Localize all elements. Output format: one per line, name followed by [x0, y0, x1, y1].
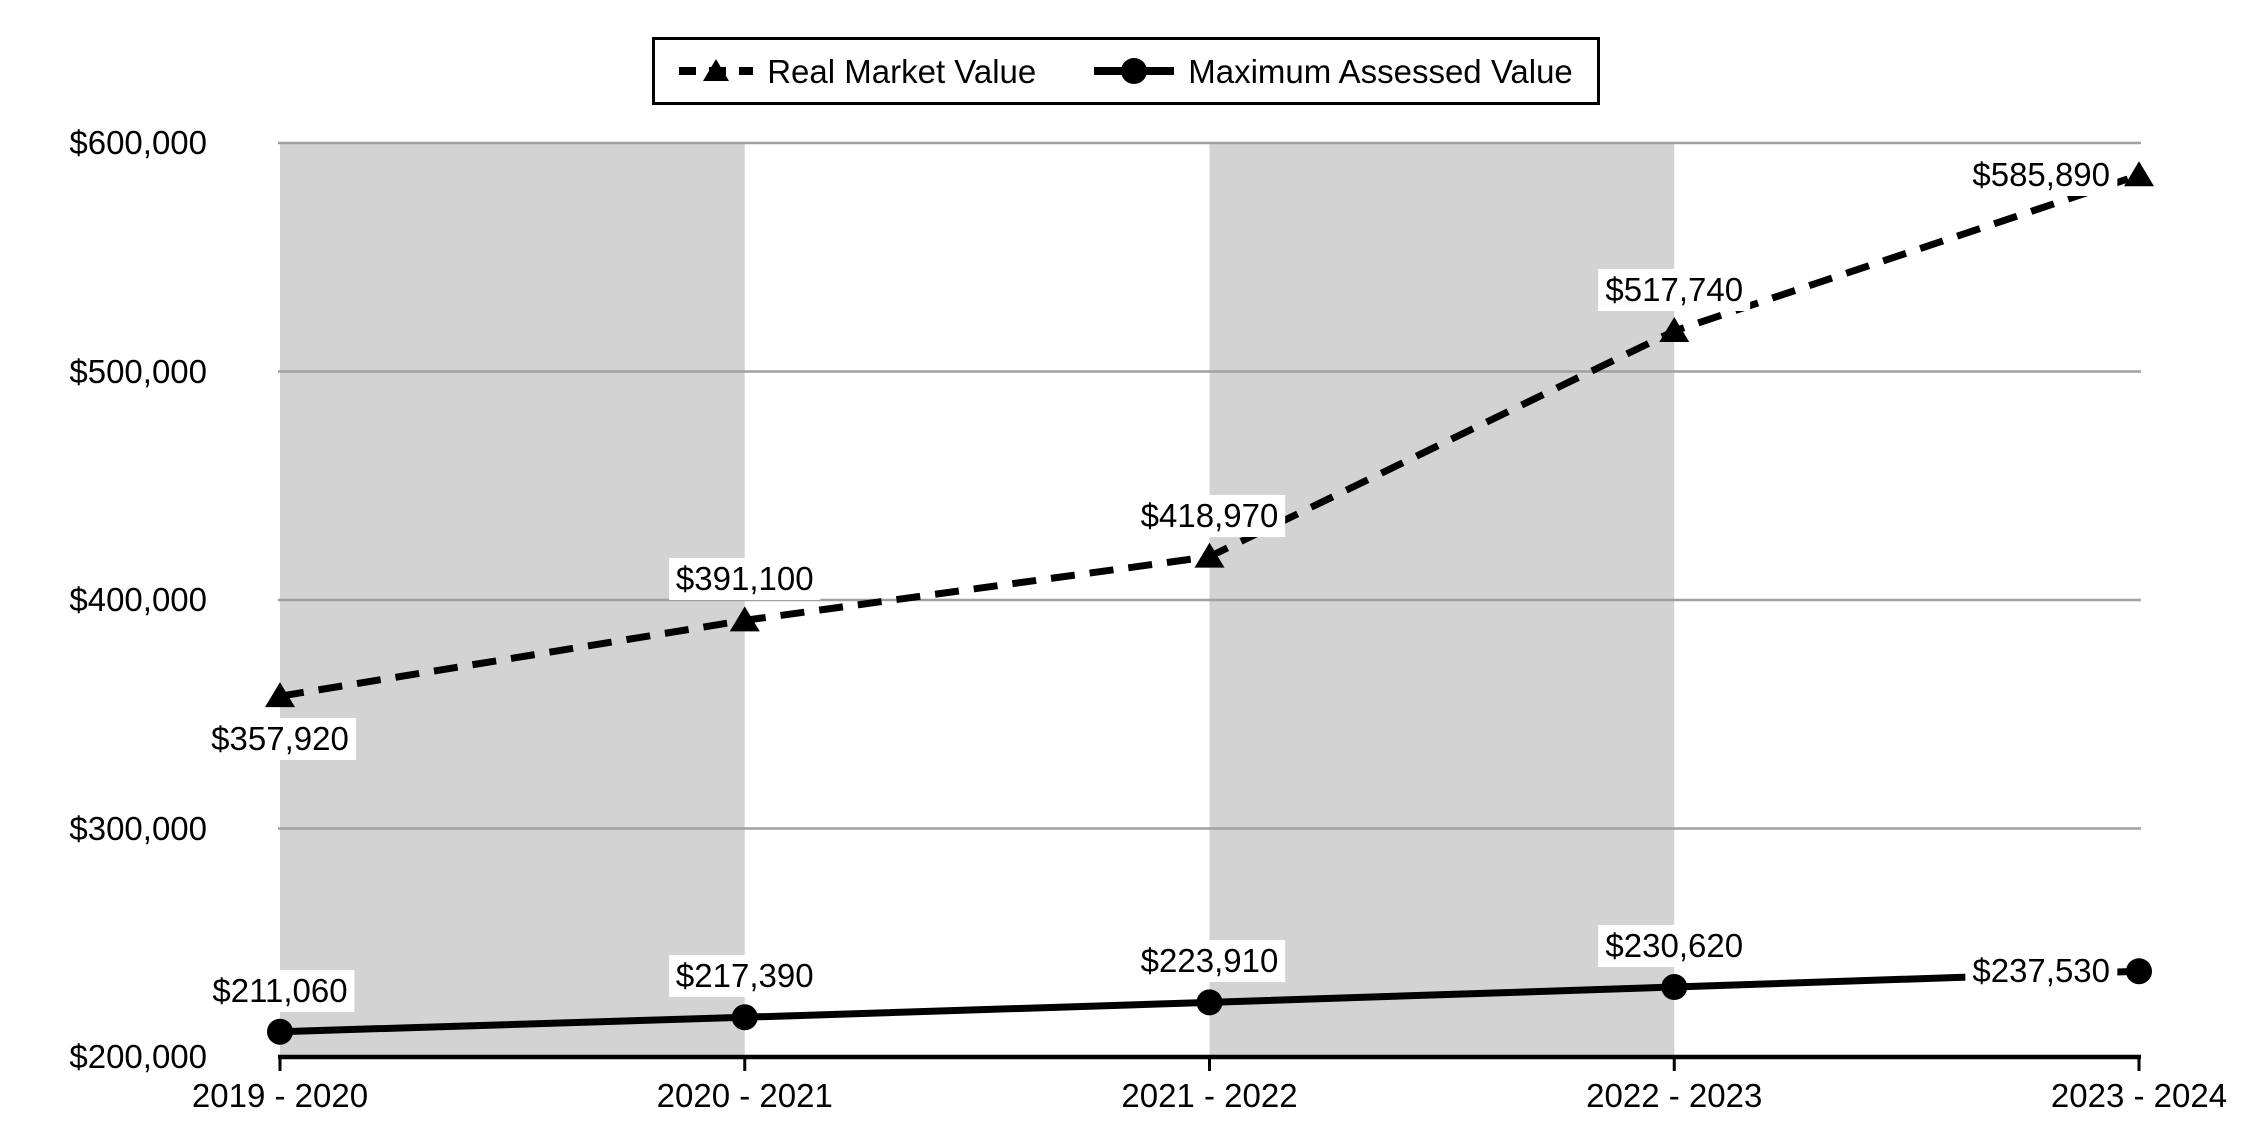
legend-item-real-market-value: Real Market Value [679, 55, 1036, 88]
legend-item-maximum-assessed-value: Maximum Assessed Value [1094, 55, 1573, 88]
legend-label-maximum-assessed-value: Maximum Assessed Value [1188, 52, 1573, 90]
legend-label-real-market-value: Real Market Value [767, 52, 1037, 90]
dashed-line-triangle-marker-icon [679, 59, 754, 81]
chart-legend: Real Market Value Maximum Assessed Value [652, 37, 1600, 105]
solid-line-circle-marker-icon [1094, 58, 1175, 84]
